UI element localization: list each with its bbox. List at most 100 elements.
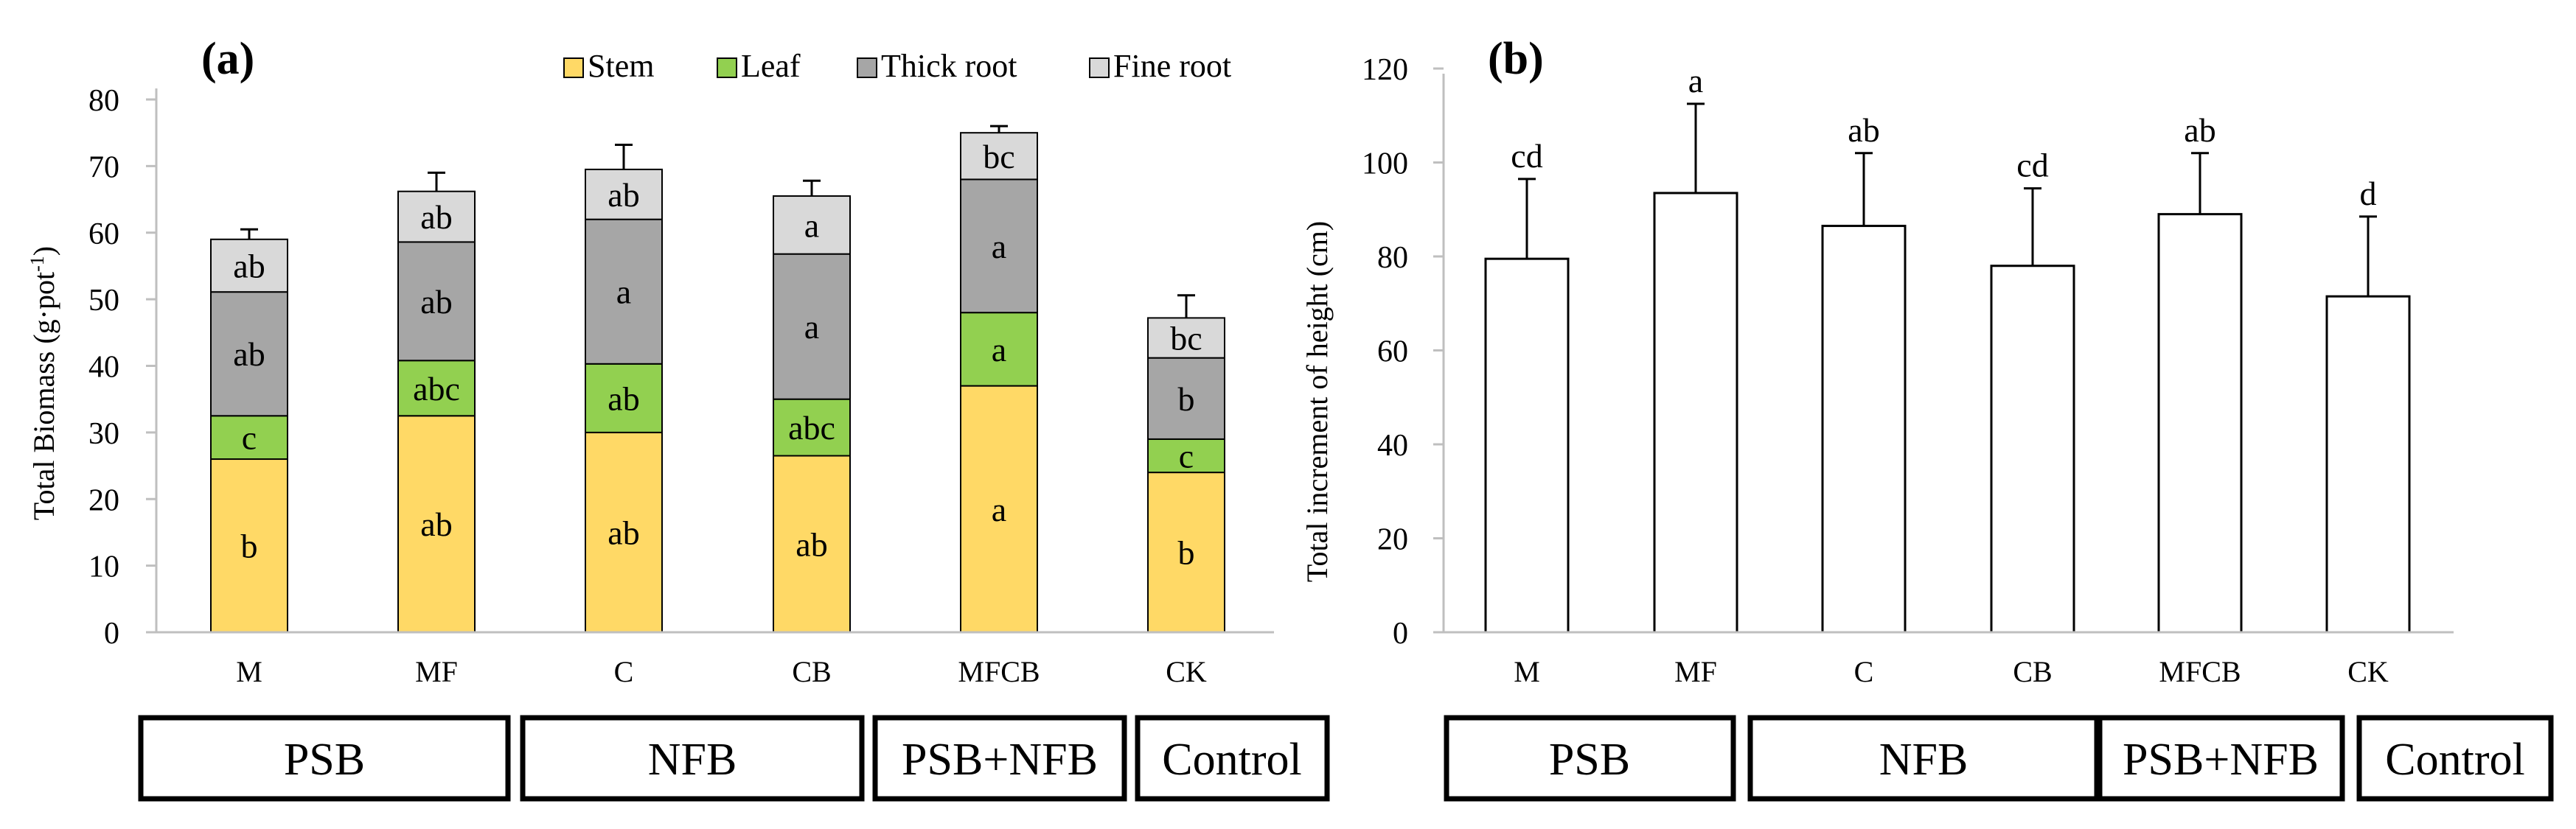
letter-fine-root-m: ab — [233, 247, 265, 284]
panel-a-group-boxes: PSB NFB PSB+NFB Control — [138, 715, 1330, 802]
panel-a-y-tick-label: 50 — [88, 284, 119, 318]
legend-label-stem: Stem — [588, 48, 654, 84]
panel-a-x-tick-label-cb: CB — [792, 655, 831, 688]
panel-b-group-boxes: PSB NFB PSB+NFB Control — [1444, 715, 2554, 802]
letter-thick-root-m: ab — [233, 335, 265, 373]
legend-item-thick-root: Thick root — [857, 48, 1017, 84]
bar-leaf-c — [585, 363, 663, 433]
legend-label-thick-root: Thick root — [881, 48, 1017, 84]
panel-b-y-tick-label: 100 — [1362, 147, 1408, 181]
bar-height-mfcb — [2157, 213, 2243, 634]
letter-cb: cd — [2016, 147, 2048, 184]
letter-thick-root-mf: ab — [420, 283, 452, 321]
panel-a-legend: Stem Leaf Thick root Fine root — [563, 48, 1231, 84]
panel-b-x-tick-label-cb: CB — [2013, 655, 2052, 688]
bar-fine-root-c — [585, 168, 663, 220]
legend-swatch-thick-root — [857, 57, 877, 78]
panel-b: (b) Total increment of height (cm) 0 20 40… — [1301, 34, 2554, 802]
panel-b-label: (b) — [1488, 34, 1544, 84]
bar-height-cb — [1990, 265, 2075, 634]
bar-thick-root-mf — [397, 241, 476, 362]
bar-height-m — [1484, 257, 1570, 634]
group-box-psb-nfb — [872, 715, 1127, 802]
panel-a-y-tick-label: 40 — [88, 351, 119, 385]
letter-leaf-cb: abc — [788, 409, 835, 447]
letter-leaf-c: ab — [608, 379, 639, 417]
panel-a-y-tick-label: 60 — [88, 217, 119, 251]
bar-thick-root-ck — [1147, 357, 1225, 440]
panel-b-y-tick-label: 120 — [1362, 53, 1408, 87]
bar-stem-c — [585, 431, 663, 633]
bar-fine-root-mf — [397, 190, 476, 243]
group-box-nfb-label: NFB — [648, 735, 737, 785]
bar-stem-cb — [773, 455, 851, 633]
letter-fine-root-cb: a — [804, 206, 819, 244]
bar-fine-root-mfcb — [960, 132, 1038, 181]
panel-b-x-tick-label-mfcb: MFCB — [2159, 655, 2241, 688]
panel-b-x-tick-label-c: C — [1854, 655, 1874, 688]
panel-b-x-tick-label-mf: MF — [1674, 655, 1717, 688]
group-box-psb-nfb-label: PSB+NFB — [902, 735, 1098, 785]
panel-b-y-tick-label: 40 — [1377, 429, 1408, 463]
letter-thick-root-cb: a — [804, 308, 819, 346]
letter-mfcb: ab — [2184, 111, 2215, 149]
legend-swatch-leaf — [717, 57, 737, 78]
letter-leaf-m: c — [242, 419, 257, 457]
panel-b-y-tick-label: 60 — [1377, 335, 1408, 369]
bar-height-c — [1821, 225, 1907, 634]
group-box-psb-nfb-label: PSB+NFB — [2123, 735, 2319, 785]
bar-leaf-mfcb — [960, 312, 1038, 387]
bar-fine-root-cb — [773, 195, 851, 255]
panel-a-x-tick-label-m: M — [236, 655, 262, 688]
group-box-psb — [1444, 715, 1736, 802]
group-box-nfb — [520, 715, 865, 802]
group-box-control-label: Control — [2385, 735, 2524, 785]
legend-label-fine-root: Fine root — [1113, 48, 1231, 84]
letter-fine-root-ck: bc — [1170, 320, 1202, 357]
letter-stem-cb: ab — [796, 525, 827, 563]
group-box-control — [2356, 715, 2554, 802]
letter-leaf-mfcb: a — [992, 331, 1006, 368]
panel-a-x-tick-label-mf: MF — [415, 655, 458, 688]
bar-stem-mfcb — [960, 385, 1038, 633]
panel-b-x-tick-label-m: M — [1514, 655, 1540, 688]
letter-ck: d — [2360, 175, 2377, 212]
letter-fine-root-mf: ab — [420, 198, 452, 236]
bar-stem-mf — [397, 415, 476, 633]
legend-item-fine-root: Fine root — [1089, 48, 1231, 84]
panel-b-y-tick-label: 80 — [1377, 241, 1408, 275]
letter-mf: a — [1688, 62, 1703, 99]
bar-thick-root-m — [210, 291, 288, 417]
group-box-psb-nfb — [2097, 715, 2345, 802]
letter-c: ab — [1848, 111, 1879, 149]
bar-leaf-cb — [773, 398, 851, 457]
bar-thick-root-mfcb — [960, 178, 1038, 314]
bar-leaf-ck — [1147, 438, 1225, 474]
group-box-psb-label: PSB — [1549, 735, 1630, 785]
bar-fine-root-m — [210, 238, 288, 293]
letter-m: cd — [1511, 137, 1542, 175]
bar-stem-ck — [1147, 472, 1225, 633]
letter-stem-mfcb: a — [992, 491, 1006, 528]
letter-stem-m: b — [241, 528, 258, 565]
letter-thick-root-mfcb: a — [992, 228, 1006, 265]
legend-swatch-fine-root — [1089, 57, 1110, 78]
bar-thick-root-cb — [773, 253, 851, 400]
panel-b-y-tick-label: 20 — [1377, 523, 1408, 557]
legend-label-leaf: Leaf — [741, 48, 801, 84]
group-box-control — [1135, 715, 1330, 802]
panel-a-y-tick-label: 80 — [88, 84, 119, 118]
panel-a-x-tick-label-ck: CK — [1166, 655, 1207, 688]
panel-b-y-axis-label: Total increment of height (cm) — [1301, 221, 1334, 582]
panel-b-x-tick-label-ck: CK — [2347, 655, 2389, 688]
letter-thick-root-ck: b — [1178, 380, 1195, 418]
bar-leaf-mf — [397, 360, 476, 417]
panel-a-y-tick-label: 30 — [88, 417, 119, 451]
legend-swatch-stem — [563, 57, 584, 78]
letter-fine-root-c: ab — [608, 176, 639, 214]
letter-leaf-ck: c — [1179, 438, 1194, 475]
letter-leaf-mf: abc — [413, 370, 460, 407]
group-box-control-label: Control — [1162, 735, 1301, 785]
legend-item-stem: Stem — [563, 48, 654, 84]
